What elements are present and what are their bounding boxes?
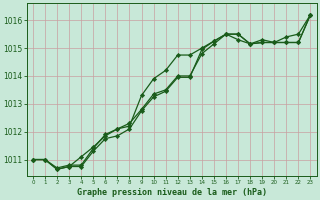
X-axis label: Graphe pression niveau de la mer (hPa): Graphe pression niveau de la mer (hPa)	[77, 188, 267, 197]
